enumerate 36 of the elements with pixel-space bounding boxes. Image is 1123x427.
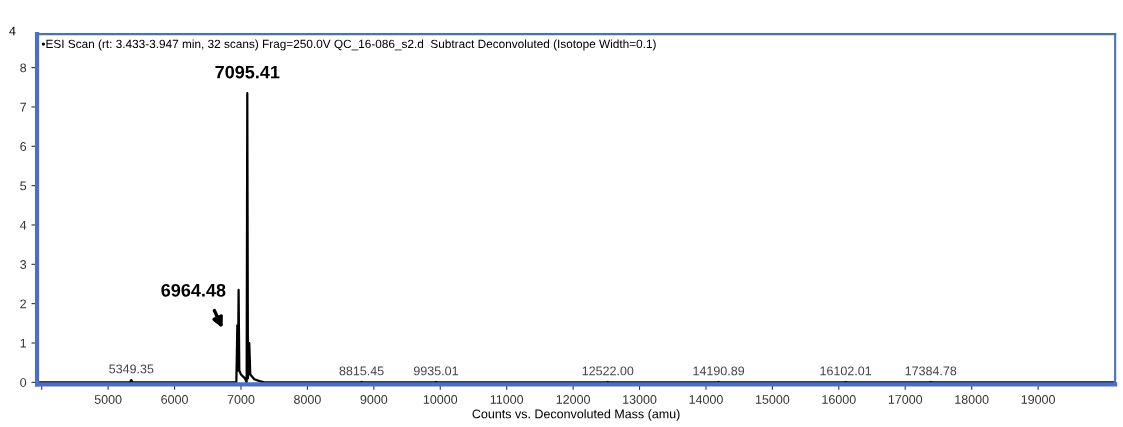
x-tick-label: 18000 [955,395,989,404]
annotation: 16102.01 [820,366,872,376]
annotation: 7095.41 [215,65,280,79]
x-tick-label: 14000 [689,395,723,404]
x-tick-label: 17000 [888,395,923,404]
chart-title: •ESI Scan (rt: 3.433-3.947 min, 32 scans) Frag=250.0V QC_16-086_s2.d Subtract Deconvoluted (Isotope Width=0.1) [41,39,656,51]
x-tick-label: 15000 [755,395,790,404]
y-tick-label: 0 [20,378,27,387]
x-axis-title: Counts vs. Deconvoluted Mass (amu) [472,409,680,421]
x-tick-label: 11000 [490,395,524,404]
x-tick-label: 7000 [227,395,255,404]
y-tick-label: 8 [20,63,27,73]
annotation: 6964.48 [161,283,226,297]
x-tick-label: 8000 [294,395,321,404]
y-axis-title: 4 [9,26,16,36]
x-tick-label: 10000 [423,395,458,404]
x-tick-label: 9000 [360,395,388,404]
y-tick-label: 6 [20,142,27,151]
y-tick-label: 4 [19,220,27,230]
annotation: 12522.00 [582,366,634,376]
annotation: 5349.35 [109,364,154,374]
x-tick-label: 5000 [94,395,122,404]
y-tick-label: 2 [20,299,27,309]
annotation: 17384.78 [905,366,957,376]
y-tick-label: 7 [20,102,27,112]
annotation: 9935.01 [413,366,458,376]
annotation: 8815.45 [339,366,384,376]
x-tick-label: 6000 [161,395,188,404]
x-tick-label: 16000 [822,395,856,404]
y-tick-label: 3 [20,260,27,269]
annotation: 14190.89 [693,366,745,376]
x-tick-label: 13000 [623,395,657,404]
x-tick-label: 12000 [556,395,590,404]
x-tick-label: 19000 [1021,395,1055,404]
y-tick-label: 5 [20,181,27,191]
y-tick-label: 1 [20,338,27,348]
